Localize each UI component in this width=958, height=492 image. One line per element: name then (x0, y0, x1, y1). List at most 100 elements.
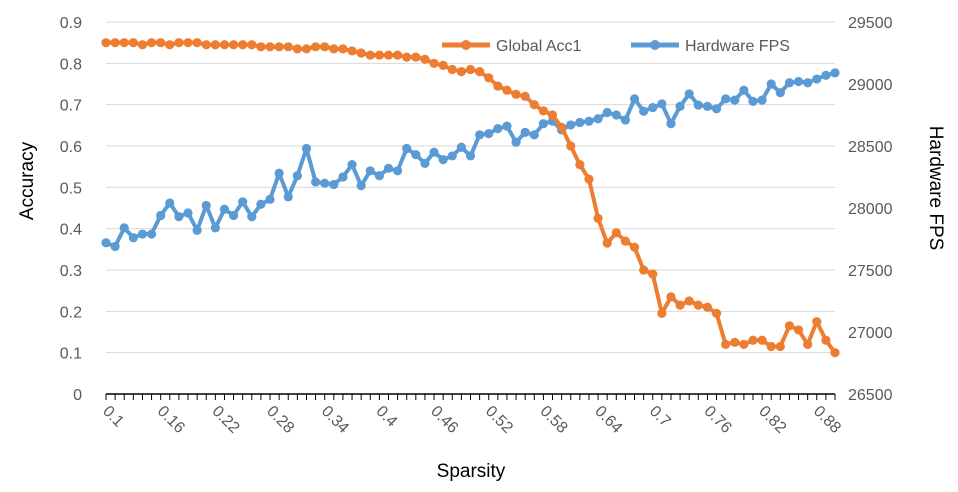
y2-tick-label: 29000 (848, 77, 893, 94)
data-point (484, 129, 494, 139)
x-tick-label: 0.64 (591, 403, 625, 437)
y2-tick-label: 29500 (848, 15, 893, 32)
data-point (593, 213, 603, 223)
data-point (739, 85, 749, 95)
x-tick-label: 0.34 (318, 403, 352, 437)
data-point (393, 166, 403, 176)
data-point (310, 42, 321, 52)
data-point (338, 172, 348, 182)
data-point (475, 67, 485, 77)
y-tick-label: 0.5 (60, 180, 82, 197)
data-point (383, 163, 394, 173)
data-point (766, 341, 776, 352)
data-point (420, 54, 430, 64)
data-point (566, 141, 576, 151)
data-point (721, 339, 731, 349)
data-point (238, 40, 248, 50)
x-tick-label: 0.82 (755, 403, 789, 437)
y-tick-label: 0.2 (60, 304, 82, 321)
data-point (757, 335, 767, 345)
data-point (748, 335, 758, 345)
data-point (502, 121, 512, 131)
data-point (320, 178, 330, 188)
data-point (666, 292, 676, 302)
data-point (502, 85, 512, 95)
data-point (739, 339, 749, 349)
data-point (775, 341, 785, 352)
data-point (265, 194, 275, 204)
data-point (821, 335, 831, 345)
legend-label-hardware-fps: Hardware FPS (685, 38, 790, 55)
x-tick-label: 0.1 (99, 403, 127, 431)
data-point (648, 269, 658, 279)
x-tick-label: 0.76 (701, 403, 735, 437)
data-point (465, 64, 476, 75)
x-tick-label: 0.46 (427, 403, 461, 437)
data-point (730, 337, 740, 347)
data-point (803, 78, 813, 88)
legend-item-global-acc1: Global Acc1 (442, 38, 581, 55)
y2-tick-label: 27000 (848, 325, 893, 342)
gridlines (106, 21, 835, 354)
data-point (274, 168, 284, 178)
x-tick-label: 0.58 (537, 403, 571, 437)
data-point (256, 199, 266, 209)
data-point (584, 116, 594, 126)
data-point (575, 117, 585, 128)
data-point (374, 50, 384, 60)
data-point (201, 40, 211, 50)
data-point (593, 114, 603, 124)
data-point (119, 38, 129, 48)
data-point (475, 130, 485, 140)
data-point (566, 120, 576, 130)
y-tick-label: 0.4 (60, 222, 82, 239)
legend-item-hardware-fps: Hardware FPS (631, 38, 790, 55)
data-point (146, 229, 157, 239)
data-point (465, 151, 476, 161)
data-point (411, 52, 421, 62)
data-point (402, 52, 412, 62)
y-tick-label: 0.8 (60, 56, 82, 73)
data-point (283, 192, 293, 202)
data-point (192, 38, 202, 48)
data-point (356, 181, 366, 191)
series-line-global-acc1 (106, 40, 837, 354)
data-point (812, 317, 822, 327)
data-point (110, 38, 120, 48)
data-point (183, 208, 193, 218)
data-point (684, 296, 694, 306)
data-point (201, 200, 211, 211)
data-point (228, 40, 239, 50)
data-point (119, 223, 129, 233)
data-point (438, 60, 448, 70)
data-point (693, 300, 703, 310)
x-axis-ticks: 0.1 0.16 0.22 0.28 0.34 0.4 0.46 0.52 0.58 0.64 0.… (99, 403, 844, 437)
data-point (429, 147, 439, 157)
data-point (447, 151, 457, 161)
data-point (748, 96, 758, 106)
x-tick-label: 0.7 (646, 403, 674, 431)
y-tick-label: 0.1 (60, 346, 82, 363)
data-point (447, 64, 457, 75)
data-point (137, 40, 148, 50)
y-tick-label: 0.7 (60, 98, 82, 115)
data-point (602, 107, 612, 118)
data-point (456, 142, 466, 152)
data-point (702, 302, 713, 312)
data-point (511, 137, 521, 147)
data-point (101, 38, 111, 48)
data-point (493, 81, 503, 91)
y-tick-label: 0.6 (60, 139, 82, 156)
data-point (538, 106, 549, 116)
data-point (347, 46, 357, 56)
y2-tick-label: 28500 (848, 139, 893, 156)
data-point (629, 242, 640, 252)
y-tick-label: 0.3 (60, 263, 82, 280)
data-point (393, 50, 403, 60)
data-point (292, 171, 302, 181)
data-point (383, 50, 394, 60)
data-point (174, 212, 184, 222)
data-point (693, 100, 703, 110)
data-point (812, 74, 822, 84)
data-point (766, 79, 776, 89)
